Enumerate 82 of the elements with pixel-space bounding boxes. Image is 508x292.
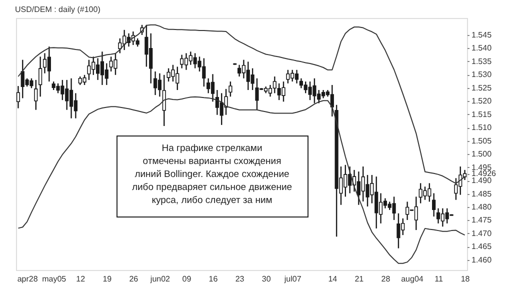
candlestick [454, 178, 458, 200]
candlestick [268, 84, 272, 98]
y-tick-label: 1.4926 [472, 169, 497, 178]
candlestick [47, 46, 51, 82]
candlestick [158, 72, 162, 98]
candlestick [242, 59, 246, 79]
x-tick-label: may05 [42, 274, 67, 284]
candlestick [286, 69, 290, 84]
candlestick [104, 62, 108, 86]
x-tick-label: apr28 [17, 274, 38, 284]
candlestick [114, 52, 118, 76]
y-tick-label: 1.535 [472, 56, 492, 66]
chart-title: USD/DEM : daily (#100) [15, 5, 101, 14]
candlestick [153, 70, 158, 96]
x-tick-label: 26 [129, 274, 139, 284]
x-tick-label: 12 [76, 274, 86, 284]
candlestick [162, 74, 166, 127]
candlestick [255, 78, 259, 110]
x-tick-label: jul07 [283, 274, 302, 284]
x-tick-label: 18 [460, 274, 470, 284]
candlestick [100, 51, 104, 86]
candlestick [406, 201, 410, 221]
candlestick [69, 78, 74, 119]
x-tick-label: aug04 [401, 274, 424, 284]
candlestick [366, 174, 370, 208]
candlestick [144, 24, 148, 68]
x-tick-label: 09 [182, 274, 192, 284]
x-tick-label: 21 [354, 274, 364, 284]
y-tick-label: 1.490 [472, 176, 492, 186]
x-tick-label: 16 [208, 274, 218, 284]
x-tick-label: 11 [434, 274, 444, 284]
candlestick [423, 186, 427, 200]
candlestick [180, 54, 184, 69]
candlestick [378, 192, 383, 224]
candlestick [282, 80, 286, 102]
candlestick [432, 192, 436, 218]
candlestick [56, 82, 60, 94]
y-tick-label: 1.495 [472, 162, 492, 172]
y-tick-label: 1.460 [472, 255, 492, 264]
x-tick-label: jun02 [149, 274, 171, 284]
candlestick [74, 92, 78, 119]
y-tick-label: 1.530 [472, 70, 492, 80]
x-tick-label: 19 [102, 274, 112, 284]
candlestick [396, 212, 400, 249]
y-tick-label: 1.500 [472, 150, 492, 159]
candlestick [210, 74, 215, 102]
y-tick-label: 1.520 [472, 96, 492, 106]
x-tick-label: 28 [381, 274, 391, 284]
candlestick [82, 74, 86, 86]
x-tick-label: 14 [328, 274, 338, 284]
candlestick [250, 68, 254, 91]
y-tick-label: 1.475 [472, 216, 492, 225]
annotation: На графике стрелками отмечены варианты схождения линий Bollinger. Каждое схождение либо предваряет сильное движение курса, либо следует за ним [132, 143, 292, 206]
candlestick [118, 38, 122, 54]
candlestick [436, 208, 440, 224]
candlestick [42, 52, 47, 74]
y-tick-label: 1.485 [472, 189, 492, 198]
candlestick [34, 79, 38, 110]
y-tick-label: 1.540 [472, 44, 492, 53]
y-tick-label: 1.480 [472, 202, 492, 212]
y-tick-label: 1.525 [472, 83, 492, 92]
candlestick [392, 196, 396, 221]
candlestick [414, 196, 418, 231]
y-tick-label: 1.465 [472, 242, 492, 252]
candlestick [224, 88, 228, 116]
candlestick [38, 56, 42, 98]
candlestick [87, 59, 91, 81]
y-tick-label: 1.505 [472, 136, 492, 146]
candlestick [228, 80, 232, 98]
y-tick-label: 1.510 [472, 123, 492, 132]
candlestick [237, 64, 242, 78]
y-tick-label: 1.545 [472, 30, 492, 40]
y-tick-label: 1.515 [472, 110, 492, 119]
candlestick [16, 85, 20, 109]
candlestick [184, 52, 188, 70]
candlestick [294, 69, 299, 84]
x-tick-label: 30 [262, 274, 272, 284]
y-tick-label: 1.470 [472, 228, 492, 238]
x-tick-label: 23 [235, 274, 245, 284]
candlestick [30, 78, 34, 89]
candlestick [206, 78, 210, 94]
candlestick [330, 84, 334, 118]
